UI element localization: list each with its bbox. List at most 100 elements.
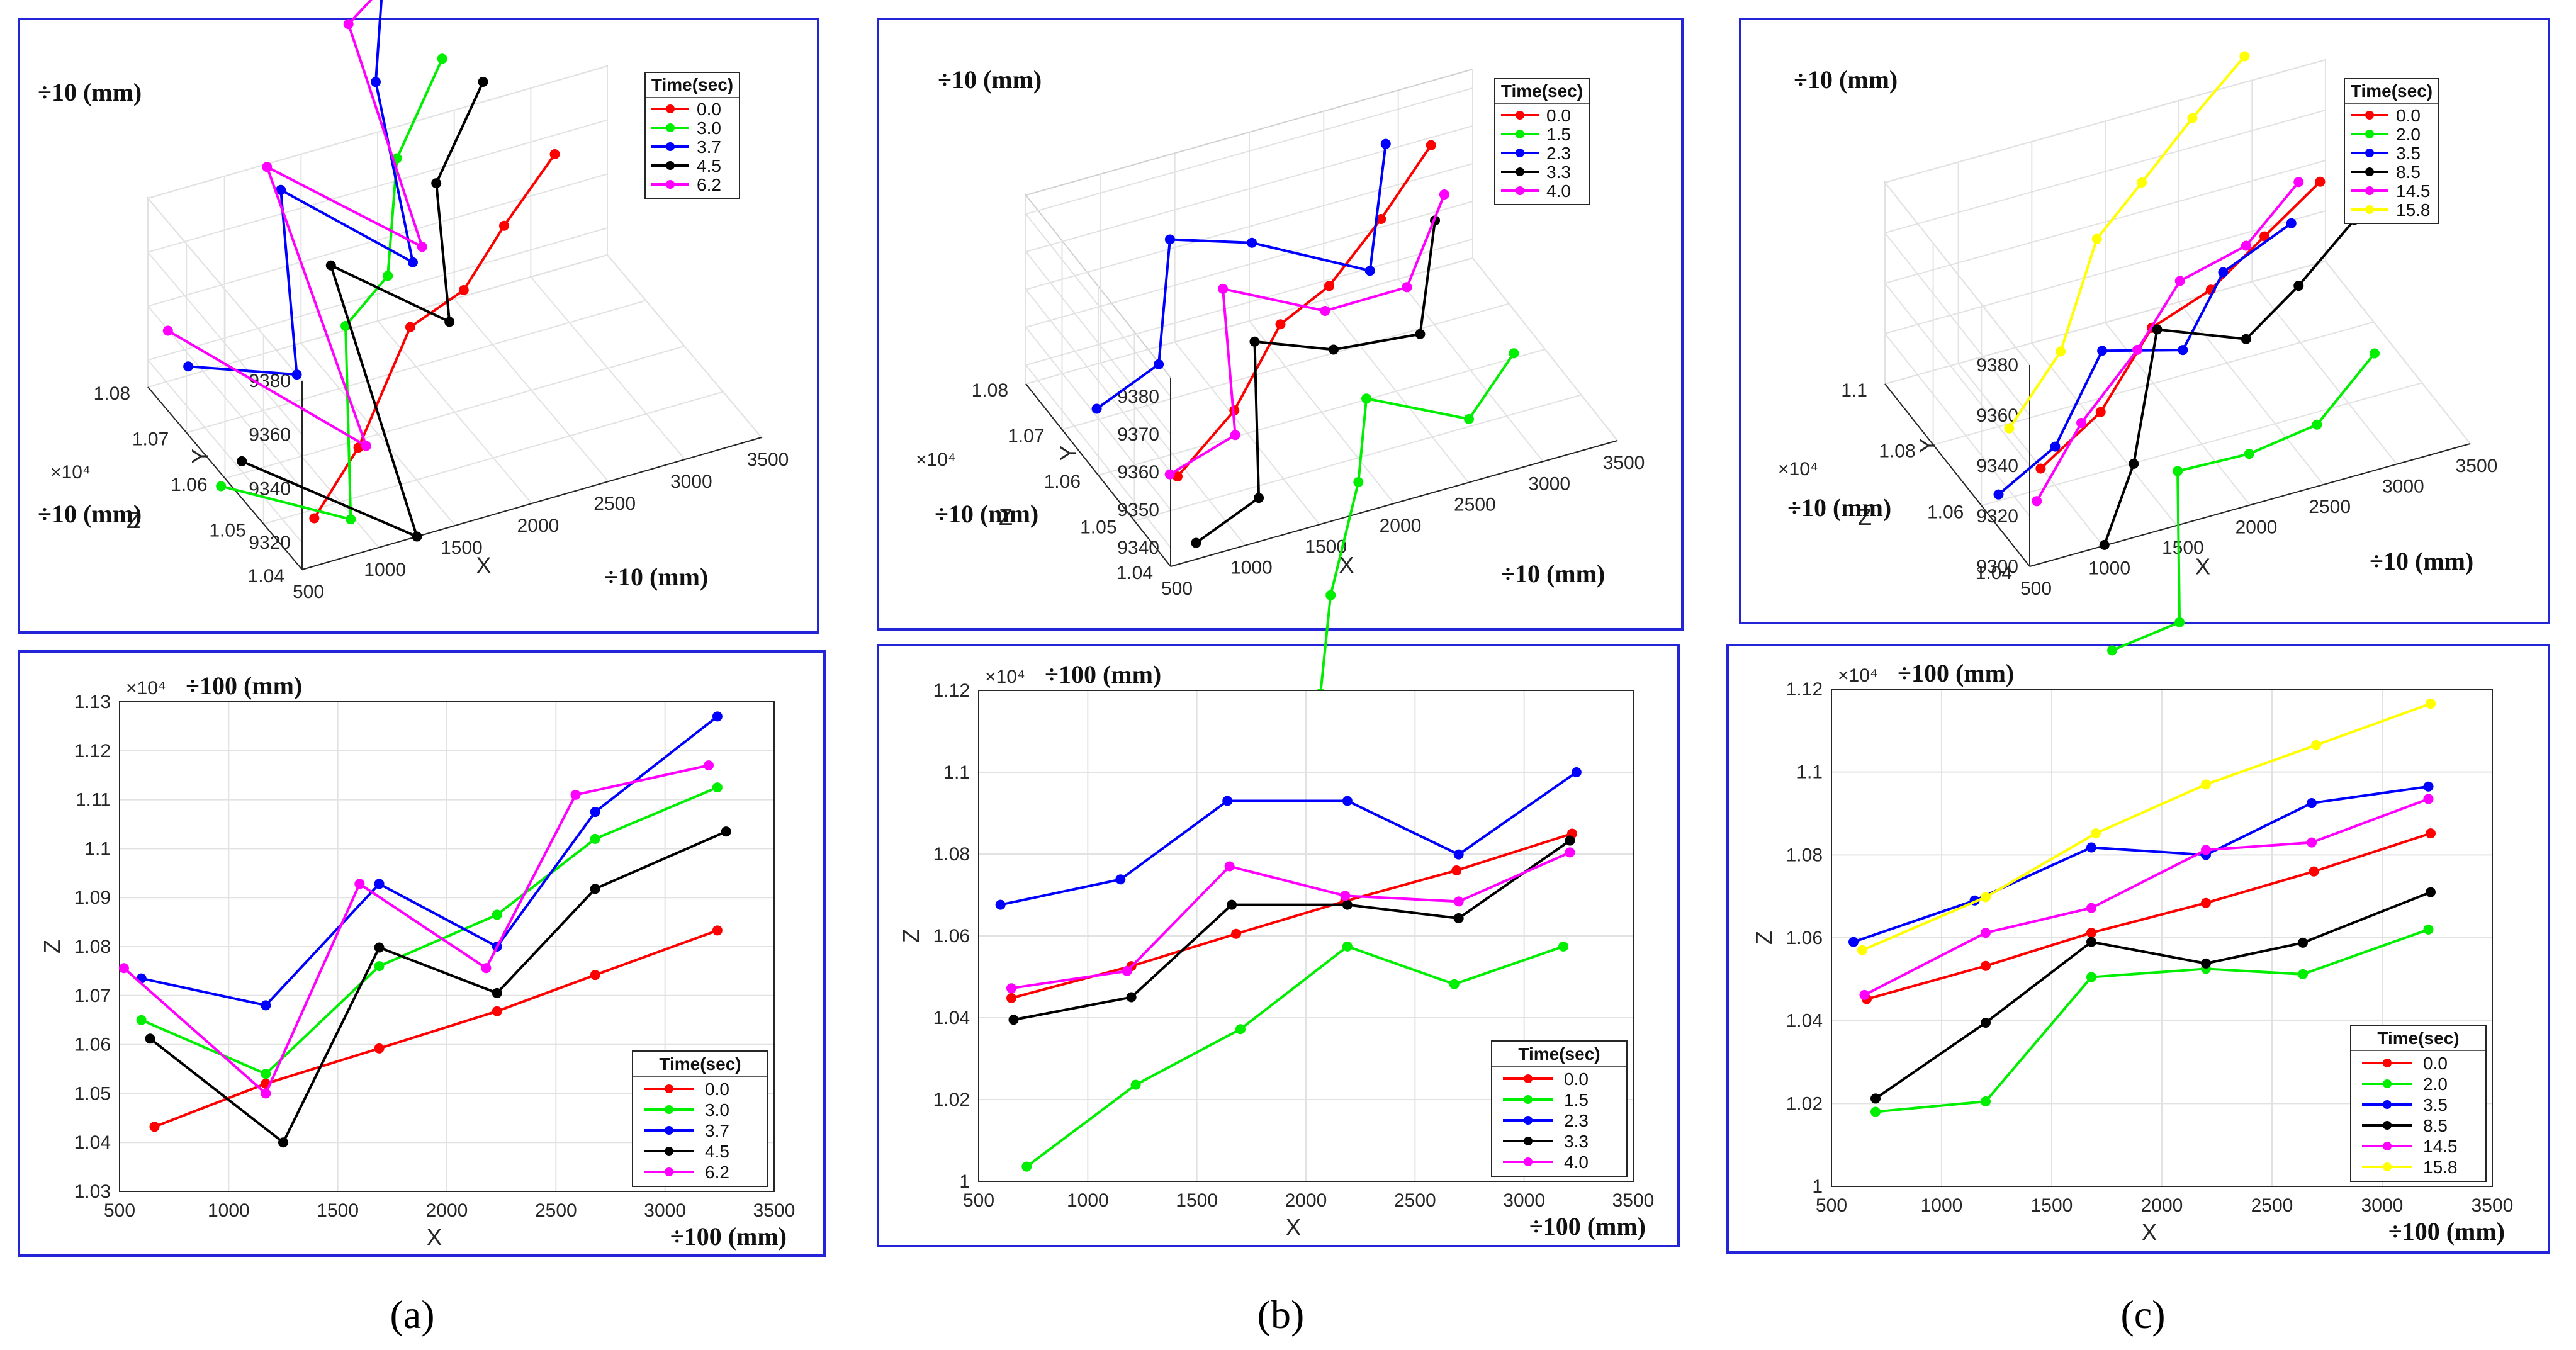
x-tick-label: 1500 (441, 537, 483, 558)
panel-label-b: (b) (1257, 1292, 1305, 1337)
legend-box (644, 72, 740, 199)
y-tick-label: 1.02 (933, 1089, 970, 1110)
y-tick-label: 9360 (1117, 462, 1159, 483)
y-exponent-label: ×10⁴ (985, 667, 1025, 687)
legend-swatch-marker (1524, 1116, 1533, 1125)
legend-swatch-marker (2383, 1059, 2392, 1067)
x-tick-label: 2000 (1380, 515, 1422, 536)
legend-swatch-marker (2383, 1162, 2392, 1171)
series-line (1998, 222, 2292, 496)
y-tick-label: 1.05 (74, 1083, 111, 1104)
y-axis-label: Y (187, 449, 213, 464)
y-tick-label: 1.03 (74, 1181, 111, 1202)
series-line (1011, 851, 1571, 990)
legend: Time(sec) 0.03.03.74.56.2 (644, 72, 740, 199)
data-point (2091, 828, 2101, 839)
data-point (2178, 345, 2188, 356)
data-point (721, 826, 731, 837)
data-point (1426, 140, 1436, 150)
unit-label-bottom: ÷100 (mm) (2388, 1217, 2505, 1246)
legend-entry-label: 4.5 (705, 1142, 729, 1161)
data-point (136, 1015, 147, 1025)
data-point (1981, 892, 1991, 903)
data-point (549, 149, 560, 159)
data-point (162, 325, 173, 336)
data-point (2095, 407, 2106, 417)
data-point (481, 963, 492, 974)
series-3.0 (216, 53, 447, 525)
series-0.0 (309, 149, 560, 524)
z-gridline (1025, 257, 1473, 385)
data-point (1247, 237, 1257, 248)
y-gridline (1025, 239, 1473, 366)
data-point (2307, 837, 2317, 848)
data-point (374, 879, 385, 889)
data-point (2201, 779, 2211, 790)
x-tick-label: 2500 (593, 493, 636, 514)
data-point (1172, 471, 1183, 482)
panel-frame-b3d (877, 18, 1684, 631)
legend-entry-label: 3.3 (1564, 1132, 1589, 1151)
data-point (2423, 781, 2434, 792)
x-tick-label: 500 (104, 1200, 135, 1221)
data-point (712, 782, 723, 793)
data-point (2259, 231, 2269, 242)
series-14.5 (1859, 794, 2434, 1000)
y-exponent-label: ×10⁴ (1838, 665, 1878, 686)
data-point (145, 1033, 155, 1044)
data-point (2187, 113, 2198, 123)
legend-box (2344, 78, 2439, 224)
y-gridline (1884, 283, 2030, 466)
data-point (261, 1088, 271, 1099)
data-point (1439, 189, 1449, 200)
series-4.5 (145, 826, 731, 1148)
data-point (1451, 865, 1462, 875)
data-point (2423, 924, 2434, 935)
legend-entry-label: 2.3 (1564, 1111, 1589, 1130)
data-point (354, 879, 365, 889)
data-point (590, 807, 600, 818)
legend-box (1491, 1040, 1628, 1177)
data-point (1126, 992, 1137, 1003)
data-point (704, 760, 714, 771)
legend-entry-label: 3.7 (697, 137, 721, 157)
data-point (590, 970, 600, 981)
legend-swatch-marker (2365, 130, 2374, 138)
y-tick-label: 9380 (1976, 355, 2018, 376)
legend-entry-label: 2.0 (2396, 125, 2421, 144)
series-line (1864, 797, 2429, 996)
series-line (1013, 839, 1571, 1021)
data-point (405, 322, 415, 332)
series-6.2 (162, 0, 427, 451)
x-tick-label: 2500 (1394, 1190, 1436, 1211)
legend-swatch-marker (2383, 1121, 2392, 1130)
y-tick-label: 1.12 (933, 680, 970, 701)
series-line (313, 153, 556, 519)
legend-swatch-marker (1524, 1095, 1533, 1104)
legend-entry-label: 3.5 (2396, 143, 2421, 163)
y-gridline (147, 227, 608, 361)
data-point (492, 1006, 502, 1016)
data-point (1164, 234, 1175, 245)
data-point (1218, 283, 1229, 294)
series-0.0 (1862, 828, 2436, 1004)
data-point (1154, 359, 1164, 369)
y-gridline (147, 198, 303, 381)
data-point (2315, 176, 2326, 187)
data-point (492, 987, 502, 998)
series-2.3 (995, 767, 1582, 910)
data-point (1848, 937, 1859, 947)
y-gridline (1884, 333, 2030, 517)
legend-swatch-marker (665, 1167, 673, 1176)
data-point (1224, 861, 1235, 872)
plot-box (1831, 689, 2493, 1187)
x-gridline (2178, 301, 2324, 485)
y-tick-label: 1.08 (1786, 845, 1823, 865)
data-point (374, 1043, 385, 1054)
series-line (1195, 220, 1437, 544)
y-tick-label: 9350 (1117, 500, 1159, 520)
data-point (2426, 887, 2436, 897)
legend-swatch-marker (665, 1105, 673, 1114)
y-tick-label: 9340 (249, 478, 291, 499)
